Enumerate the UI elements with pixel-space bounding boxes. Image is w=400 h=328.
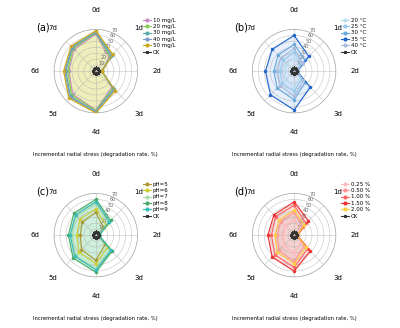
Legend: 20 °C, 25 °C, 30 °C, 35 °C, 40 °C, CK: 20 °C, 25 °C, 30 °C, 35 °C, 40 °C, CK [340, 17, 367, 55]
Text: (c): (c) [36, 187, 49, 197]
Legend: pH=5, pH=6, pH=7, pH=8, pH=9, CK: pH=5, pH=6, pH=7, pH=8, pH=9, CK [142, 181, 169, 219]
X-axis label: Incremental radial stress (degradation rate, %): Incremental radial stress (degradation r… [34, 316, 158, 321]
Polygon shape [70, 202, 111, 270]
Text: (d): (d) [234, 187, 248, 197]
Text: (a): (a) [36, 23, 49, 33]
X-axis label: Incremental radial stress (degradation rate, %): Incremental radial stress (degradation r… [34, 152, 158, 157]
Polygon shape [278, 49, 303, 96]
Polygon shape [275, 210, 306, 264]
X-axis label: Incremental radial stress (degradation rate, %): Incremental radial stress (degradation r… [232, 316, 356, 321]
Legend: 0.25 %, 0.50 %, 1.00 %, 1.50 %, 2.00 %, CK: 0.25 %, 0.50 %, 1.00 %, 1.50 %, 2.00 %, … [340, 181, 370, 219]
X-axis label: Incremental radial stress (degradation rate, %): Incremental radial stress (degradation r… [232, 152, 356, 157]
Text: (b): (b) [234, 23, 248, 33]
Polygon shape [64, 31, 115, 113]
Legend: 10 mg/L, 20 mg/L, 30 mg/L, 40 mg/L, 50 mg/L, CK: 10 mg/L, 20 mg/L, 30 mg/L, 40 mg/L, 50 m… [142, 17, 176, 55]
